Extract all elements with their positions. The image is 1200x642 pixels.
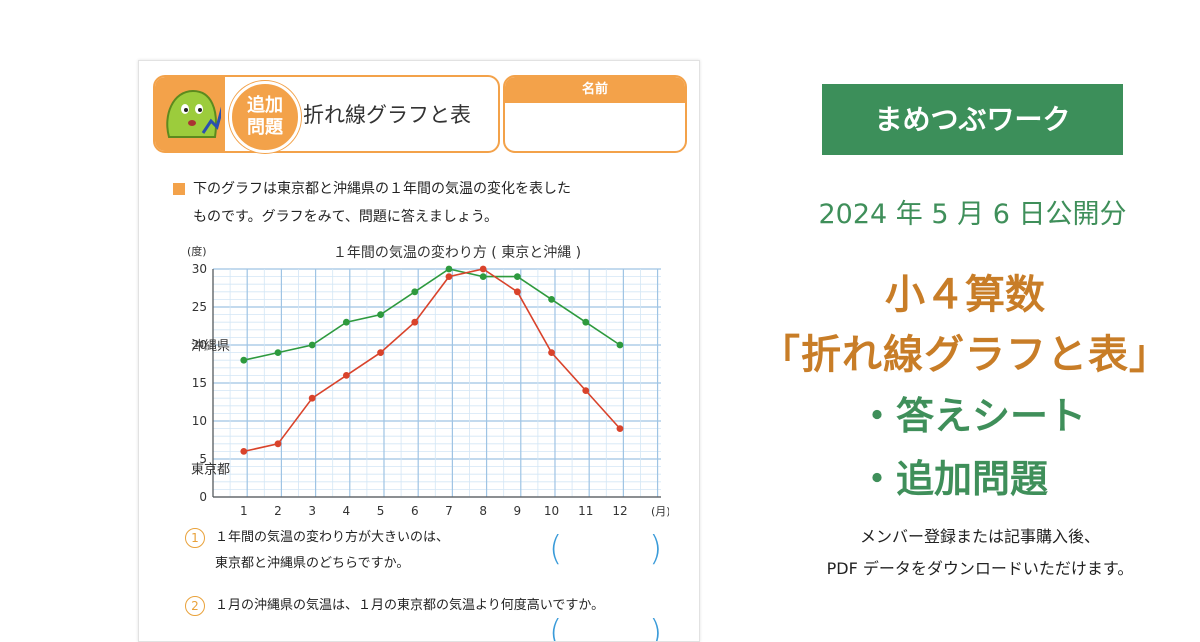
data-point-tokyo [445, 273, 453, 280]
x-tick-label: 8 [479, 504, 487, 518]
y-tick-label: 15 [192, 376, 207, 390]
series-line-okinawa [243, 268, 621, 361]
name-box: 名前 [503, 75, 687, 153]
instruction-line2: ものです。グラフをみて、問題に答えましょう。 [193, 209, 499, 225]
y-tick-label: 10 [192, 414, 207, 428]
note-line1: メンバー登録または記事購入後、 [859, 527, 1100, 546]
chart-title: １年間の気温の変わり方 ( 東京と沖縄 ) [333, 244, 581, 261]
data-point-okinawa [274, 349, 282, 356]
y-tick-label: 5 [199, 452, 207, 466]
question-1-line1: １年間の気温の変わり方が大きいのは、 [215, 530, 450, 545]
note-line2: PDF データをダウンロードいただけます。 [826, 559, 1134, 578]
orange-square-icon [173, 183, 185, 195]
title-orange-panel [155, 77, 225, 151]
x-tick-label: 11 [578, 504, 593, 518]
data-point-okinawa [582, 318, 590, 326]
data-point-okinawa [342, 318, 350, 326]
x-axis-label: (月) [651, 505, 669, 518]
temperature-line-chart: １年間の気温の変わり方 ( 東京と沖縄 )(度)(月)0510152025301… [187, 244, 669, 518]
y-tick-label: 0 [199, 490, 207, 504]
data-point-tokyo [548, 349, 555, 356]
question-1-number: 1 [185, 528, 205, 548]
x-tick-label: 6 [411, 504, 419, 518]
x-tick-label: 7 [445, 504, 453, 518]
publication-date: 2024 年 5 月 6 日公開分 [818, 199, 1127, 230]
headline-line1: 小４算数 [885, 272, 1045, 318]
data-point-okinawa [308, 341, 316, 349]
data-point-okinawa [548, 296, 555, 303]
badge-line1: 追加 [247, 95, 283, 116]
data-point-okinawa [377, 311, 384, 318]
instruction-line1: 下のグラフは東京都と沖縄県の１年間の気温の変化を表した [193, 181, 571, 197]
series-line-tokyo [243, 268, 621, 453]
bullet-extra-questions: ・追加問題 [858, 457, 1049, 501]
data-point-okinawa [411, 288, 419, 296]
extra-questions-badge: 追加 問題 [229, 81, 301, 153]
x-tick-label: 9 [514, 504, 522, 518]
answer-1-paren-close: ) [649, 529, 663, 569]
instructions: 下のグラフは東京都と沖縄県の１年間の気温の変化を表した ものです。グラフをみて、… [173, 175, 663, 231]
y-axis-label: (度) [187, 244, 207, 258]
data-point-tokyo [342, 372, 350, 379]
worksheet-title: 折れ線グラフと表 [303, 103, 471, 127]
data-point-okinawa [445, 265, 453, 273]
data-point-tokyo [582, 387, 590, 394]
headline-line2: 「折れ線グラフと表」 [760, 332, 1170, 378]
y-tick-label: 20 [192, 338, 207, 352]
x-tick-label: 5 [377, 504, 385, 518]
x-tick-label: 1 [240, 504, 248, 518]
name-field[interactable] [505, 103, 685, 151]
x-tick-label: 10 [544, 504, 559, 518]
badge-line2: 問題 [247, 117, 283, 138]
name-label: 名前 [505, 77, 685, 103]
x-tick-label: 12 [612, 504, 627, 518]
data-point-tokyo [377, 349, 384, 356]
y-tick-label: 30 [192, 262, 207, 276]
question-1: 1 １年間の気温の変わり方が大きいのは、 東京都と沖縄県のどちらですか。 [185, 525, 450, 577]
question-1-line2: 東京都と沖縄県のどちらですか。 [215, 556, 410, 571]
series-label-tokyo: 東京都 [191, 461, 230, 477]
data-point-tokyo [479, 265, 487, 273]
x-tick-label: 3 [308, 504, 316, 518]
data-point-tokyo [240, 448, 248, 455]
data-point-tokyo [513, 288, 521, 296]
data-point-okinawa [513, 273, 521, 280]
question-2: 2 １月の沖縄県の気温は、１月の東京都の気温より何度高いですか。 [185, 593, 605, 619]
data-point-tokyo [308, 394, 316, 402]
data-point-okinawa [616, 341, 624, 349]
title-box: 追加 問題 折れ線グラフと表 [153, 75, 500, 153]
worksheet-page: 追加 問題 折れ線グラフと表 名前 下のグラフは東京都と沖縄県の１年間の気温の変… [138, 60, 700, 642]
bean-mascot-icon [166, 89, 221, 138]
data-point-tokyo [274, 440, 282, 448]
brand-banner: まめつぶワーク [822, 84, 1123, 155]
bullet-answer-sheet: ・答えシート [858, 394, 1087, 438]
data-point-tokyo [616, 425, 624, 432]
data-point-okinawa [479, 273, 487, 280]
question-2-number: 2 [185, 596, 205, 616]
y-tick-label: 25 [192, 300, 207, 314]
answer-1-paren-open: ( [549, 529, 563, 569]
question-2-line1: １月の沖縄県の気温は、１月の東京都の気温より何度高いですか。 [215, 598, 605, 613]
x-tick-label: 2 [274, 504, 282, 518]
series-label-okinawa: 沖縄県 [191, 339, 230, 354]
x-tick-label: 4 [343, 504, 351, 518]
data-point-tokyo [411, 318, 419, 326]
data-point-okinawa [240, 356, 248, 364]
